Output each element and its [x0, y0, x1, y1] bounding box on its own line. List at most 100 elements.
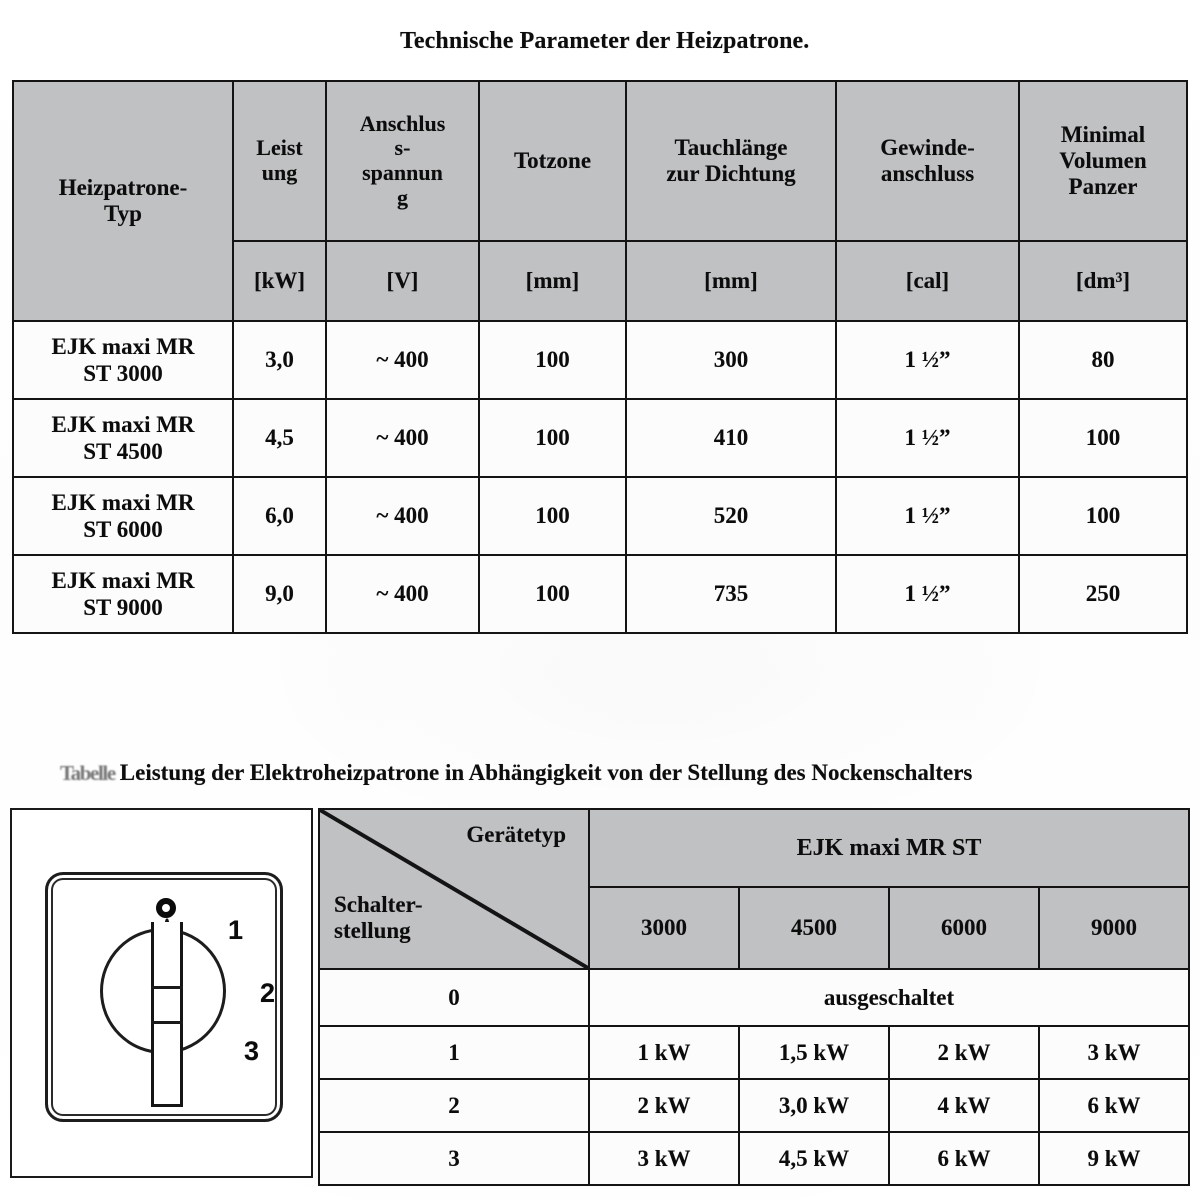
cam-switch-figure: 1 2 3	[10, 808, 313, 1178]
cell-totzone: 100	[478, 320, 627, 400]
header-heizpatrone-typ: Heizpatrone- Typ	[12, 80, 234, 322]
unit-volumen: [dm³]	[1018, 240, 1188, 322]
cell-volumen: 250	[1018, 554, 1188, 634]
type-line: EJK maxi MR	[51, 333, 195, 359]
cell-power-9000: 9 kW	[1038, 1131, 1190, 1186]
header-line: Typ	[104, 201, 142, 226]
cell-type: EJK maxi MR ST 9000	[12, 554, 234, 634]
table-row: EJK maxi MR ST 4500 4,5 ~ 400 100 410 1 …	[12, 398, 1188, 478]
corner-split-header: Gerätetyp Schalter- stellung	[318, 808, 590, 970]
cell-spannung: ~ 400	[325, 476, 480, 556]
table-row: EJK maxi MR ST 9000 9,0 ~ 400 100 735 1 …	[12, 554, 1188, 634]
header-gewindeanschluss: Gewinde- anschluss	[835, 80, 1020, 242]
header-device-3000: 3000	[588, 886, 740, 970]
cell-totzone: 100	[478, 398, 627, 478]
cell-tauchlaenge: 300	[625, 320, 837, 400]
unit-tauchlaenge: [mm]	[625, 240, 837, 322]
diagonal-divider-icon	[320, 810, 588, 968]
cell-power-4500: 4,5 kW	[738, 1131, 890, 1186]
switch-position-label-3: 3	[244, 1036, 260, 1066]
header-minimal-volumen-panzer: Minimal Volumen Panzer	[1018, 80, 1188, 242]
switch-knob-handle[interactable]	[151, 922, 183, 1107]
header-line: Volumen	[1059, 148, 1147, 174]
corner-label-line: stellung	[334, 917, 411, 943]
header-line: Heizpatrone-	[58, 175, 188, 201]
table-row: 0 ausgeschaltet	[318, 968, 1190, 1027]
type-line: EJK maxi MR	[51, 411, 195, 437]
cell-power-6000: 6 kW	[888, 1131, 1040, 1186]
cell-switch-position: 1	[318, 1025, 590, 1080]
cell-leistung: 4,5	[232, 398, 327, 478]
cell-type: EJK maxi MR ST 4500	[12, 398, 234, 478]
header-device-9000: 9000	[1038, 886, 1190, 970]
cell-totzone: 100	[478, 476, 627, 556]
corner-label-geraetetyp: Gerätetyp	[466, 822, 566, 847]
header-device-group: EJK maxi MR ST	[588, 808, 1190, 888]
cell-power-6000: 4 kW	[888, 1078, 1040, 1133]
cell-power-6000: 2 kW	[888, 1025, 1040, 1080]
header-line: Gewinde-	[880, 135, 975, 161]
cell-spannung: ~ 400	[325, 398, 480, 478]
cell-spannung: ~ 400	[325, 320, 480, 400]
corner-label-line: Schalter-	[334, 891, 423, 917]
header-line: s-	[394, 135, 411, 161]
cell-type: EJK maxi MR ST 6000	[12, 476, 234, 556]
cell-volumen: 80	[1018, 320, 1188, 400]
caption-faded-prefix: Tabelle	[60, 761, 116, 785]
cell-type: EJK maxi MR ST 3000	[12, 320, 234, 400]
type-line: ST 9000	[83, 595, 163, 620]
cell-gewinde: 1 ½”	[835, 320, 1020, 400]
header-line: ung	[261, 160, 298, 185]
cell-power-9000: 6 kW	[1038, 1078, 1190, 1133]
cell-off-state: ausgeschaltet	[588, 968, 1190, 1027]
header-device-6000: 6000	[888, 886, 1040, 970]
table-row: EJK maxi MR ST 6000 6,0 ~ 400 100 520 1 …	[12, 476, 1188, 556]
cell-power-4500: 3,0 kW	[738, 1078, 890, 1133]
switch-position-label-1: 1	[228, 915, 244, 945]
table-row: 1 1 kW 1,5 kW 2 kW 3 kW	[318, 1025, 1190, 1080]
header-line: Leist	[256, 135, 303, 161]
header-tauchlaenge: Tauchlänge zur Dichtung	[625, 80, 837, 242]
switch-position-label-2: 2	[260, 978, 276, 1008]
table-1-header-row: Heizpatrone- Typ Leist ung Anschlus s- s…	[12, 80, 1188, 322]
header-totzone: Totzone	[478, 80, 627, 242]
table-row: 2 2 kW 3,0 kW 4 kW 6 kW	[318, 1078, 1190, 1133]
table-row: EJK maxi MR ST 3000 3,0 ~ 400 100 300 1 …	[12, 320, 1188, 400]
header-line: Anschlus	[359, 110, 446, 136]
header-line: Tauchlänge	[674, 135, 788, 161]
cell-power-4500: 1,5 kW	[738, 1025, 890, 1080]
cell-switch-position: 3	[318, 1131, 590, 1186]
header-line: anschluss	[880, 161, 975, 186]
header-anschlussspannung: Anschlus s- spannun g	[325, 80, 480, 242]
cell-volumen: 100	[1018, 398, 1188, 478]
header-line: Minimal	[1060, 122, 1146, 148]
header-line: zur Dichtung	[666, 161, 796, 186]
cell-leistung: 3,0	[232, 320, 327, 400]
cell-tauchlaenge: 735	[625, 554, 837, 634]
cell-gewinde: 1 ½”	[835, 476, 1020, 556]
type-line: EJK maxi MR	[51, 489, 195, 515]
cell-switch-position: 0	[318, 968, 590, 1027]
cell-switch-position: 2	[318, 1078, 590, 1133]
unit-leistung: [kW]	[232, 240, 327, 322]
cell-tauchlaenge: 520	[625, 476, 837, 556]
type-line: ST 3000	[83, 361, 163, 386]
cell-power-3000: 2 kW	[588, 1078, 740, 1133]
cell-leistung: 6,0	[232, 476, 327, 556]
cell-power-3000: 1 kW	[588, 1025, 740, 1080]
table-1-caption: Technische Parameter der Heizpatrone.	[400, 28, 810, 54]
table-2-caption: Tabelle Leistung der Elektroheizpatrone i…	[60, 760, 972, 786]
header-line: Panzer	[1068, 173, 1138, 199]
cell-leistung: 9,0	[232, 554, 327, 634]
cell-power-9000: 3 kW	[1038, 1025, 1190, 1080]
header-line: spannun	[362, 160, 443, 185]
technical-parameters-table: Heizpatrone- Typ Leist ung Anschlus s- s…	[12, 80, 1188, 634]
cell-totzone: 100	[478, 554, 627, 634]
header-line: g	[397, 184, 408, 210]
header-leistung: Leist ung	[232, 80, 327, 242]
table-row: 3 3 kW 4,5 kW 6 kW 9 kW	[318, 1131, 1190, 1186]
cell-volumen: 100	[1018, 476, 1188, 556]
switch-zero-position-icon	[156, 898, 176, 918]
caption-text: Leistung der Elektroheizpatrone in Abhän…	[119, 760, 973, 785]
cell-tauchlaenge: 410	[625, 398, 837, 478]
